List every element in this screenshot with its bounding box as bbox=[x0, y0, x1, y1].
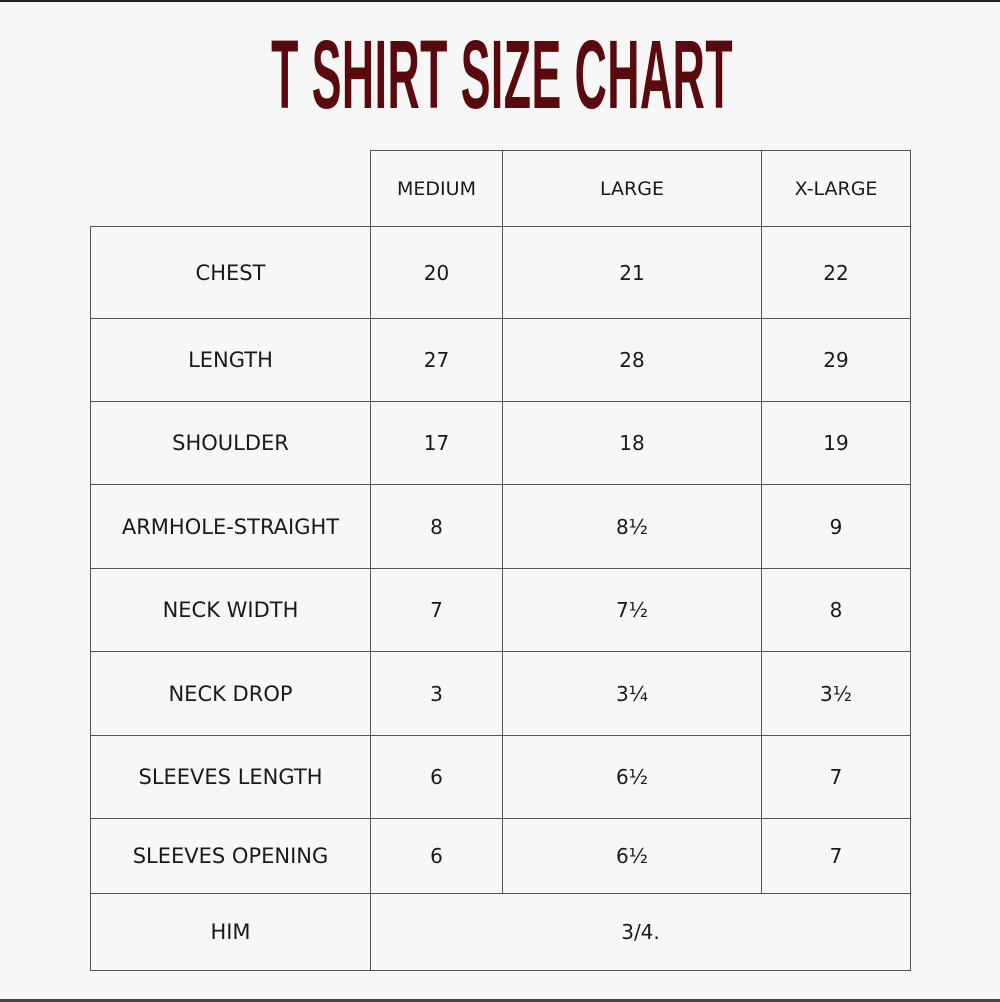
table-cell: 8 bbox=[370, 484, 503, 569]
row-label: ARMHOLE-STRAIGHT bbox=[90, 484, 371, 569]
cell-text: 6½ bbox=[615, 765, 649, 789]
table-cell: 3¼ bbox=[502, 651, 762, 736]
table-cell: 27 bbox=[370, 318, 503, 402]
cell-text: SLEEVES LENGTH bbox=[138, 765, 323, 789]
row-label: SLEEVES OPENING bbox=[90, 818, 371, 894]
cell-text: 29 bbox=[823, 348, 849, 372]
row-label: CHEST bbox=[90, 226, 371, 319]
table-cell: 7 bbox=[370, 568, 503, 652]
cell-text: SHOULDER bbox=[172, 431, 289, 455]
table-cell: 17 bbox=[370, 401, 503, 485]
cell-text: 3¼ bbox=[615, 681, 649, 706]
table-cell: 9 bbox=[761, 484, 911, 569]
cell-text: X-LARGE bbox=[794, 177, 878, 200]
cell-text: 9 bbox=[829, 514, 843, 539]
cell-text: 20 bbox=[423, 260, 450, 285]
row-label: SLEEVES LENGTH bbox=[90, 735, 371, 819]
top-border bbox=[0, 0, 1000, 2]
cell-text: SLEEVES OPENING bbox=[132, 844, 329, 868]
column-header: X-LARGE bbox=[761, 150, 911, 227]
table-cell: 3 bbox=[370, 651, 503, 736]
table-cell: 6½ bbox=[502, 735, 762, 819]
row-label: NECK DROP bbox=[90, 651, 371, 736]
table-cell: 18 bbox=[502, 401, 762, 485]
cell-text: 7 bbox=[829, 765, 843, 789]
table-cell: 21 bbox=[502, 226, 762, 319]
cell-text: 7½ bbox=[615, 598, 649, 622]
cell-text: 17 bbox=[423, 431, 450, 455]
row-label: HIM bbox=[90, 893, 371, 971]
cell-text: 7 bbox=[829, 844, 843, 868]
row-label: LENGTH bbox=[90, 318, 371, 402]
table-cell: 7 bbox=[761, 818, 911, 894]
cell-text: 6 bbox=[430, 844, 443, 868]
cell-text: 3½ bbox=[819, 681, 853, 706]
cell-text: 19 bbox=[823, 431, 849, 455]
table-cell: 8 bbox=[761, 568, 911, 652]
table-cell: 6 bbox=[370, 735, 503, 819]
cell-text: 22 bbox=[823, 260, 849, 285]
table-cell: 3½ bbox=[761, 651, 911, 736]
table-cell: 6 bbox=[370, 818, 503, 894]
table-cell: 22 bbox=[761, 226, 911, 319]
page-title: T SHIRT SIZE CHART bbox=[0, 20, 1000, 129]
title-text: T SHIRT SIZE CHART bbox=[271, 20, 734, 129]
cell-text: 8½ bbox=[615, 514, 649, 539]
row-label: SHOULDER bbox=[90, 401, 371, 485]
cell-text: 27 bbox=[423, 348, 450, 372]
table-cell: 8½ bbox=[502, 484, 762, 569]
table-cell: 28 bbox=[502, 318, 762, 402]
cell-text: NECK DROP bbox=[168, 681, 293, 706]
column-header: LARGE bbox=[502, 150, 762, 227]
cell-text: NECK WIDTH bbox=[162, 598, 299, 622]
cell-text: 7 bbox=[430, 598, 443, 622]
row-label: NECK WIDTH bbox=[90, 568, 371, 652]
table-cell: 29 bbox=[761, 318, 911, 402]
cell-text: 28 bbox=[619, 348, 645, 372]
cell-text: 6½ bbox=[615, 844, 649, 868]
cell-text: CHEST bbox=[195, 260, 266, 285]
cell-text: ARMHOLE-STRAIGHT bbox=[121, 514, 340, 539]
cell-text: 3 bbox=[430, 681, 443, 706]
table-cell: 7½ bbox=[502, 568, 762, 652]
cell-text: LARGE bbox=[600, 177, 664, 200]
cell-text: 18 bbox=[619, 431, 645, 455]
cell-text: MEDIUM bbox=[397, 177, 476, 200]
cell-text: 6 bbox=[430, 765, 443, 789]
merged-cell: 3/4. bbox=[370, 893, 911, 971]
cell-text: 8 bbox=[430, 514, 443, 539]
cell-text: HIM bbox=[210, 920, 251, 944]
bottom-border bbox=[0, 999, 1000, 1002]
cell-text: 3/4. bbox=[621, 920, 660, 944]
cell-text: 8 bbox=[829, 598, 843, 622]
table-cell: 19 bbox=[761, 401, 911, 485]
cell-text: 21 bbox=[619, 260, 645, 285]
table-cell: 6½ bbox=[502, 818, 762, 894]
table-cell: 7 bbox=[761, 735, 911, 819]
table-cell: 20 bbox=[370, 226, 503, 319]
cell-text: LENGTH bbox=[188, 348, 273, 372]
column-header: MEDIUM bbox=[370, 150, 503, 227]
